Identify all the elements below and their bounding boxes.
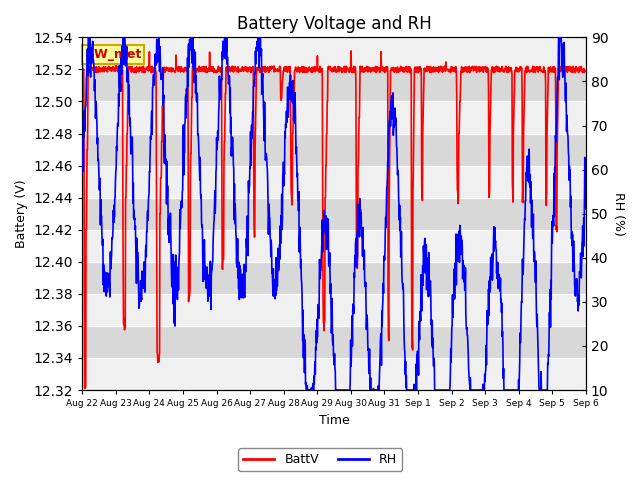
Bar	[82, 358, 586, 390]
Y-axis label: Battery (V): Battery (V)	[15, 180, 28, 248]
Bar	[82, 166, 586, 198]
Legend: BattV, RH: BattV, RH	[238, 448, 402, 471]
X-axis label: Time: Time	[319, 414, 349, 427]
Title: Battery Voltage and RH: Battery Voltage and RH	[237, 15, 431, 33]
Bar	[82, 294, 586, 326]
Text: SW_met: SW_met	[84, 48, 141, 61]
Bar	[82, 326, 586, 358]
Bar	[82, 37, 586, 70]
Bar	[82, 101, 586, 133]
Bar	[82, 133, 586, 166]
Bar	[82, 230, 586, 262]
Y-axis label: RH (%): RH (%)	[612, 192, 625, 236]
Bar	[82, 70, 586, 101]
Bar	[82, 262, 586, 294]
Bar	[82, 198, 586, 230]
